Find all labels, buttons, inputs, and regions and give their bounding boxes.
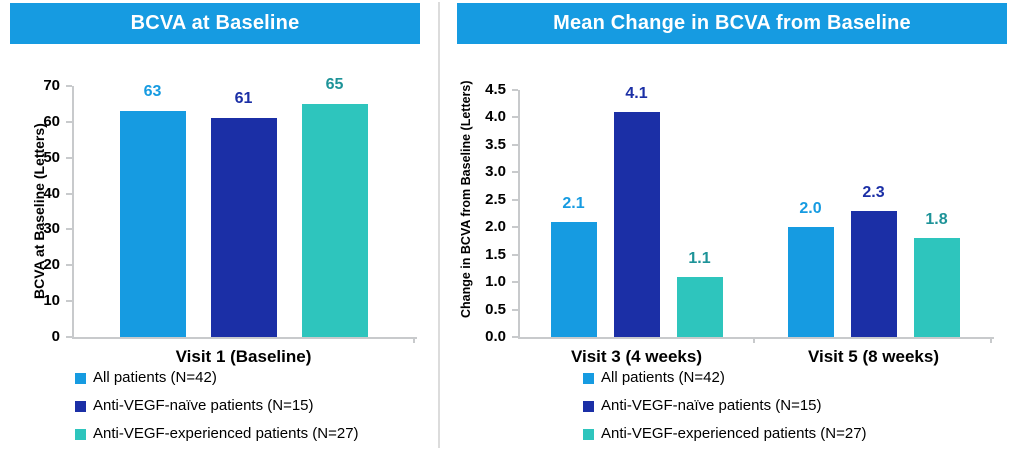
bar — [850, 210, 897, 337]
bar-value-label: 1.8 — [925, 211, 948, 229]
y-tick-label: 2.5 — [485, 190, 506, 208]
bar-value-label: 2.3 — [862, 183, 885, 201]
legend-swatch — [583, 372, 594, 384]
y-tick-label: 0.5 — [485, 300, 506, 318]
y-tick-label: 20 — [43, 256, 60, 274]
panel-bcva-baseline: BCVA at Baseline 0 10 20 30 40 50 60 70 Visit 1 … — [10, 0, 440, 452]
panel-divider — [438, 2, 440, 448]
x-tick-mark — [753, 337, 755, 343]
legend-label: Anti-VEGF-naïve patients (N=15) — [93, 397, 314, 414]
legend-label: Anti-VEGF-experienced patients (N=27) — [601, 425, 867, 442]
y-tick-label: 4.5 — [485, 81, 506, 98]
y-tick-label: 4.0 — [485, 108, 506, 126]
y-tick-label: 1.5 — [485, 245, 506, 263]
y-tick-mark — [66, 228, 72, 231]
bar — [676, 276, 723, 337]
y-tick-mark — [66, 156, 72, 159]
y-tick-label: 1.0 — [485, 273, 506, 291]
x-tick-mark — [990, 337, 992, 343]
legend-label: Anti-VEGF-experienced patients (N=27) — [93, 425, 359, 442]
y-tick-mark — [66, 336, 72, 338]
y-tick-mark — [512, 308, 518, 311]
y-tick-mark — [66, 300, 72, 303]
y-axis-title: BCVA at Baseline (Letters) — [31, 123, 47, 300]
y-tick-label: 2.0 — [485, 218, 506, 236]
y-tick-mark — [512, 143, 518, 146]
y-tick-mark — [512, 336, 518, 338]
y-tick-label: 50 — [43, 148, 60, 166]
y-tick-label: 0 — [51, 328, 60, 345]
legend-swatch — [583, 400, 594, 412]
y-tick-mark — [512, 198, 518, 201]
y-axis-title: Change in BCVA from Baseline (Letters) — [459, 80, 473, 318]
legend-item: All patients (N=42) — [583, 368, 725, 388]
legend-item: Anti-VEGF-experienced patients (N=27) — [75, 424, 359, 444]
bar — [787, 227, 834, 337]
bar — [550, 221, 597, 337]
x-tick-mark — [413, 337, 415, 343]
y-tick-label: 70 — [43, 77, 60, 94]
y-tick-mark — [66, 85, 72, 87]
y-tick-label: 3.0 — [485, 163, 506, 181]
y-tick-mark — [512, 226, 518, 229]
y-tick-label: 40 — [43, 184, 60, 202]
legend-item: Anti-VEGF-naïve patients (N=15) — [583, 396, 822, 416]
legend-item: All patients (N=42) — [75, 368, 217, 388]
y-tick-mark — [512, 171, 518, 174]
bar — [913, 238, 960, 337]
bar-value-label: 65 — [325, 75, 344, 93]
panel-mean-change: Mean Change in BCVA from Baseline 0.0 0.5… — [450, 0, 1024, 452]
bar-value-label: 63 — [143, 83, 162, 101]
chart-bcva-baseline: 0 10 20 30 40 50 60 70 Visit 1 (Baseline) 63 61 65 B… — [10, 0, 440, 452]
y-tick-label: 60 — [43, 112, 60, 130]
bar-value-label: 4.1 — [625, 84, 648, 102]
y-tick-mark — [512, 89, 518, 91]
legend-label: All patients (N=42) — [93, 369, 217, 386]
y-tick-mark — [512, 281, 518, 284]
y-tick-label: 10 — [43, 292, 60, 310]
bar-value-label: 2.1 — [562, 194, 585, 212]
y-tick-mark — [66, 264, 72, 267]
legend-swatch — [583, 428, 594, 440]
y-tick-mark — [512, 116, 518, 119]
category-label: Visit 5 (8 weeks) — [807, 347, 940, 366]
legend-label: Anti-VEGF-naïve patients (N=15) — [601, 397, 822, 414]
legend-swatch — [75, 428, 86, 440]
y-tick-label: 3.5 — [485, 135, 506, 153]
bar-value-label: 2.0 — [799, 200, 822, 218]
legend-item: Anti-VEGF-experienced patients (N=27) — [583, 424, 867, 444]
category-label: Visit 1 (Baseline) — [175, 347, 312, 366]
bar-value-label: 61 — [234, 90, 253, 108]
y-tick-label: 0.0 — [485, 328, 506, 345]
legend-swatch — [75, 372, 86, 384]
plot-area — [72, 86, 417, 339]
y-tick-label: 30 — [43, 220, 60, 238]
category-label: Visit 3 (4 weeks) — [570, 347, 703, 366]
plot-area — [518, 90, 994, 339]
bar — [210, 118, 277, 337]
legend-item: Anti-VEGF-naïve patients (N=15) — [75, 396, 314, 416]
y-tick-mark — [512, 253, 518, 256]
bar — [613, 111, 660, 337]
y-tick-mark — [66, 192, 72, 195]
bar — [301, 103, 368, 337]
bar-value-label: 1.1 — [688, 249, 711, 267]
chart-title-bcva-baseline: BCVA at Baseline — [10, 3, 420, 44]
bar — [119, 111, 186, 337]
legend-swatch — [75, 400, 86, 412]
chart-mean-change: 0.0 0.5 1.0 1.5 2.0 2.5 3.0 3.5 4.0 4.5 Visit 3 (4… — [450, 0, 1024, 452]
y-tick-mark — [66, 120, 72, 123]
chart-title-mean-change: Mean Change in BCVA from Baseline — [457, 3, 1007, 44]
legend-label: All patients (N=42) — [601, 369, 725, 386]
